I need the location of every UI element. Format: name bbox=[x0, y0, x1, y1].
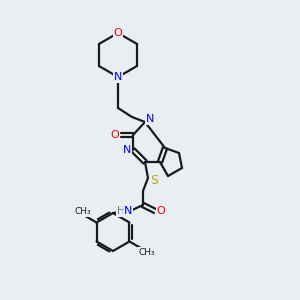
Text: S: S bbox=[150, 173, 158, 187]
Text: H: H bbox=[117, 206, 125, 216]
Text: N: N bbox=[123, 145, 131, 155]
Text: O: O bbox=[111, 130, 119, 140]
Text: N: N bbox=[124, 206, 132, 216]
Text: CH₃: CH₃ bbox=[74, 207, 91, 216]
Text: O: O bbox=[114, 28, 122, 38]
Text: N: N bbox=[114, 72, 122, 82]
Text: CH₃: CH₃ bbox=[138, 248, 155, 257]
Text: N: N bbox=[146, 114, 154, 124]
Text: O: O bbox=[157, 206, 165, 216]
